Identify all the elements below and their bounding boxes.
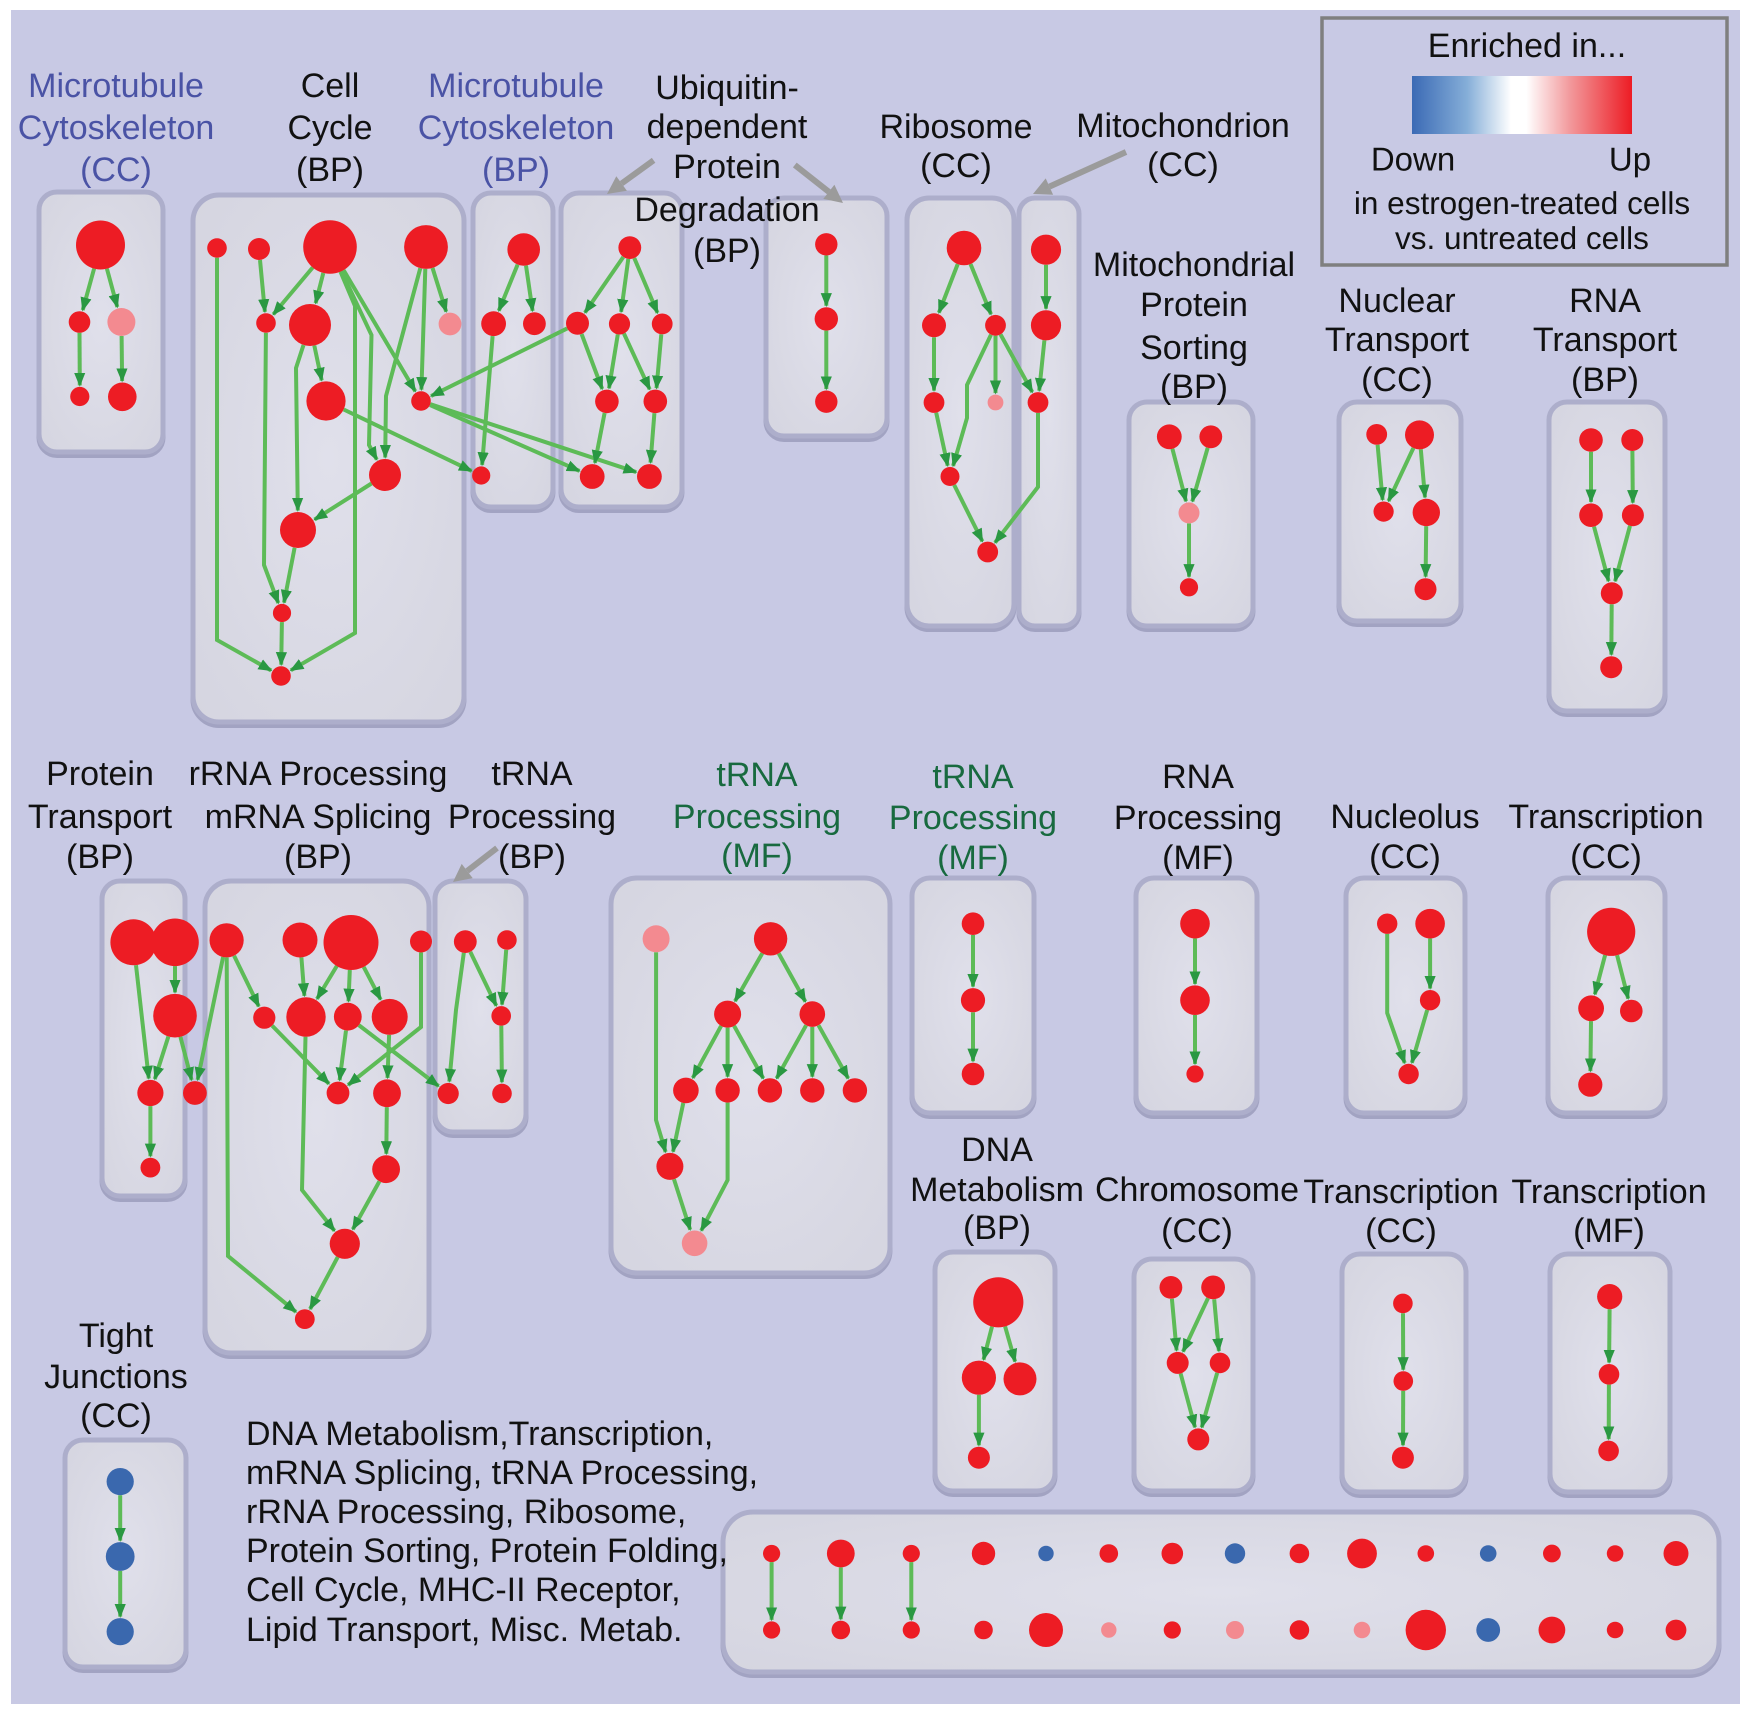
svg-text:Processing: Processing: [1114, 799, 1282, 837]
svg-text:(MF): (MF): [1573, 1212, 1645, 1250]
svg-text:Transport: Transport: [1533, 321, 1678, 359]
svg-text:(BP): (BP): [482, 151, 550, 189]
svg-text:(CC): (CC): [920, 147, 992, 185]
svg-text:DNA: DNA: [961, 1131, 1033, 1169]
svg-text:in estrogen-treated cells: in estrogen-treated cells: [1354, 185, 1690, 221]
svg-text:Protein: Protein: [1140, 286, 1248, 324]
svg-text:Processing: Processing: [673, 798, 841, 836]
svg-text:Nucleolus: Nucleolus: [1330, 798, 1479, 836]
svg-text:Enriched in...: Enriched in...: [1428, 27, 1626, 65]
svg-text:Transcription: Transcription: [1303, 1173, 1498, 1211]
svg-text:Transcription: Transcription: [1511, 1173, 1706, 1211]
svg-text:(BP): (BP): [66, 838, 134, 876]
svg-text:rRNA Processing: rRNA Processing: [189, 755, 448, 793]
svg-text:Microtubule: Microtubule: [428, 67, 604, 105]
svg-text:(MF): (MF): [1162, 839, 1234, 877]
svg-text:RNA: RNA: [1162, 758, 1234, 796]
svg-text:(CC): (CC): [80, 151, 152, 189]
svg-text:mRNA Splicing: mRNA Splicing: [205, 798, 432, 836]
svg-text:(MF): (MF): [937, 839, 1009, 877]
svg-text:Metabolism: Metabolism: [910, 1171, 1084, 1209]
svg-text:(BP): (BP): [284, 838, 352, 876]
svg-text:tRNA: tRNA: [491, 755, 573, 793]
svg-text:mRNA Splicing, tRNA Processing: mRNA Splicing, tRNA Processing,: [246, 1454, 758, 1492]
svg-text:Junctions: Junctions: [44, 1358, 188, 1396]
svg-text:Lipid Transport, Misc. Metab.: Lipid Transport, Misc. Metab.: [246, 1611, 683, 1649]
svg-text:dependent: dependent: [647, 108, 808, 146]
svg-text:Tight: Tight: [79, 1317, 154, 1355]
svg-text:Cycle: Cycle: [287, 109, 372, 147]
svg-text:(BP): (BP): [1160, 368, 1228, 406]
svg-text:(CC): (CC): [1570, 838, 1642, 876]
svg-text:Processing: Processing: [889, 799, 1057, 837]
svg-text:(BP): (BP): [1571, 361, 1639, 399]
svg-text:Chromosome: Chromosome: [1095, 1171, 1299, 1209]
svg-text:Cytoskeleton: Cytoskeleton: [18, 109, 215, 147]
svg-text:(CC): (CC): [1369, 838, 1441, 876]
svg-text:Cytoskeleton: Cytoskeleton: [418, 109, 615, 147]
svg-text:Degradation: Degradation: [634, 191, 819, 229]
svg-text:rRNA Processing, Ribosome,: rRNA Processing, Ribosome,: [246, 1493, 686, 1531]
svg-text:Nuclear: Nuclear: [1338, 282, 1455, 320]
svg-text:RNA: RNA: [1569, 282, 1641, 320]
svg-text:Protein: Protein: [46, 755, 154, 793]
svg-text:(BP): (BP): [963, 1209, 1031, 1247]
svg-text:Ubiquitin-: Ubiquitin-: [655, 69, 799, 107]
svg-text:Cell: Cell: [301, 67, 360, 105]
svg-text:Protein Sorting, Protein Foldi: Protein Sorting, Protein Folding,: [246, 1532, 728, 1570]
svg-text:vs. untreated cells: vs. untreated cells: [1395, 220, 1649, 256]
svg-text:tRNA: tRNA: [932, 758, 1014, 796]
svg-text:Up: Up: [1609, 141, 1651, 178]
svg-text:(BP): (BP): [693, 232, 761, 270]
svg-text:Transport: Transport: [28, 798, 173, 836]
svg-text:Microtubule: Microtubule: [28, 67, 204, 105]
svg-text:(CC): (CC): [80, 1397, 152, 1435]
svg-text:(MF): (MF): [721, 837, 793, 875]
svg-text:(BP): (BP): [296, 151, 364, 189]
svg-text:(CC): (CC): [1147, 146, 1219, 184]
svg-text:Transport: Transport: [1325, 321, 1470, 359]
svg-text:Transcription: Transcription: [1508, 798, 1703, 836]
svg-text:Down: Down: [1371, 141, 1455, 178]
svg-text:Sorting: Sorting: [1140, 329, 1248, 367]
svg-text:(CC): (CC): [1361, 361, 1433, 399]
svg-text:Protein: Protein: [673, 148, 781, 186]
svg-text:Processing: Processing: [448, 798, 616, 836]
svg-text:Cell Cycle, MHC-II Receptor,: Cell Cycle, MHC-II Receptor,: [246, 1571, 681, 1609]
svg-text:(BP): (BP): [498, 838, 566, 876]
svg-text:(CC): (CC): [1365, 1212, 1437, 1250]
svg-text:Mitochondrial: Mitochondrial: [1093, 246, 1295, 284]
svg-text:(CC): (CC): [1161, 1212, 1233, 1250]
svg-text:tRNA: tRNA: [716, 756, 798, 794]
svg-text:Mitochondrion: Mitochondrion: [1076, 107, 1290, 145]
svg-text:Ribosome: Ribosome: [879, 108, 1032, 146]
svg-text:DNA Metabolism,Transcription,: DNA Metabolism,Transcription,: [246, 1415, 713, 1453]
